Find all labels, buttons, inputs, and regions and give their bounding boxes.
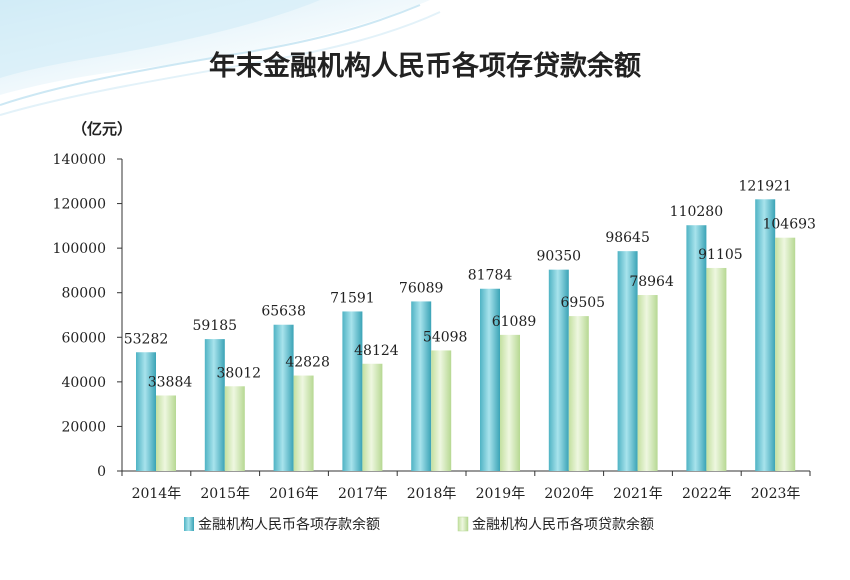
bar-loan [293,375,314,471]
data-label-deposit: 59185 [193,318,238,334]
y-tick-label: 20000 [61,419,106,435]
chart-title: 年末金融机构人民币各项存贷款余额 [209,50,641,82]
data-label-deposit: 65638 [261,304,306,320]
bar-loan [706,267,727,471]
data-label-loan: 42828 [285,355,330,371]
legend-label-deposit: 金融机构人民币各项存款余额 [198,516,380,533]
legend-swatch-loan [457,516,469,532]
bar-deposit [755,199,776,471]
x-tick-label: 2020年 [544,486,594,502]
data-label-loan: 61089 [492,314,537,330]
data-label-loan: 54098 [423,329,468,345]
y-tick-label: 100000 [53,241,106,257]
bars [136,199,796,471]
bar-loan [224,386,245,471]
bar-loan [775,237,796,471]
y-tick-label: 40000 [61,375,106,391]
bar-deposit [617,251,638,471]
x-axis: 2014年 2015年 2016年 2017年 2018年 2019年 2020年 2021年… [121,470,811,502]
x-tick-label: 2015年 [200,486,250,502]
data-label-loan: 48124 [354,343,399,359]
bar-deposit [136,352,156,471]
legend: 金融机构人民币各项存款余额 金融机构人民币各项贷款余额 [184,516,654,533]
data-label-deposit: 76089 [399,280,444,296]
data-label-loan: 91105 [698,247,743,263]
x-tick-label: 2018年 [407,486,457,502]
data-labels: 53282 33884 59185 38012 65638 42828 71591 48124… [124,178,816,390]
data-label-loan: 69505 [561,295,606,311]
data-label-loan: 78964 [629,274,674,290]
data-label-deposit: 90350 [537,249,582,265]
x-tick-label: 2016年 [269,486,319,502]
data-label-loan: 33884 [148,374,193,390]
y-axis: 0 20000 40000 60000 80000 100000 120000 140000 [53,152,123,480]
bar-loan [431,350,452,471]
x-tick-label: 2023年 [751,486,801,502]
data-label-deposit: 81784 [468,268,513,284]
bar-deposit [273,324,294,471]
bar-deposit [342,311,363,471]
y-tick-label: 140000 [53,152,106,168]
y-axis-unit-label: （亿元） [72,120,132,138]
data-label-deposit: 121921 [738,178,791,194]
data-label-loan: 38012 [217,365,262,381]
y-tick-label: 80000 [61,286,106,302]
y-tick-label: 0 [97,464,106,480]
data-label-loan: 104693 [762,217,815,233]
bar-deposit [411,301,432,471]
x-tick-label: 2022年 [682,486,732,502]
x-tick-label: 2014年 [132,486,182,502]
decorative-waves [0,0,441,116]
x-tick-label: 2021年 [613,486,663,502]
data-label-deposit: 98645 [605,230,650,246]
bar-loan [362,363,383,471]
bar-deposit [548,269,569,471]
x-tick-label: 2019年 [476,486,526,502]
data-label-deposit: 71591 [330,290,375,306]
y-tick-label: 120000 [53,197,106,213]
bar-deposit [480,288,500,471]
legend-swatch-deposit [184,517,194,531]
bar-deposit [204,339,225,471]
x-tick-label: 2017年 [338,486,388,502]
bar-loan [637,295,658,471]
bar-loan [500,334,520,471]
data-label-deposit: 110280 [670,204,723,220]
legend-label-loan: 金融机构人民币各项贷款余额 [472,516,654,533]
data-label-deposit: 53282 [124,331,169,347]
bar-loan [568,316,589,471]
bar-loan [156,395,176,471]
y-tick-label: 60000 [61,330,106,346]
bar-deposit [686,225,707,471]
